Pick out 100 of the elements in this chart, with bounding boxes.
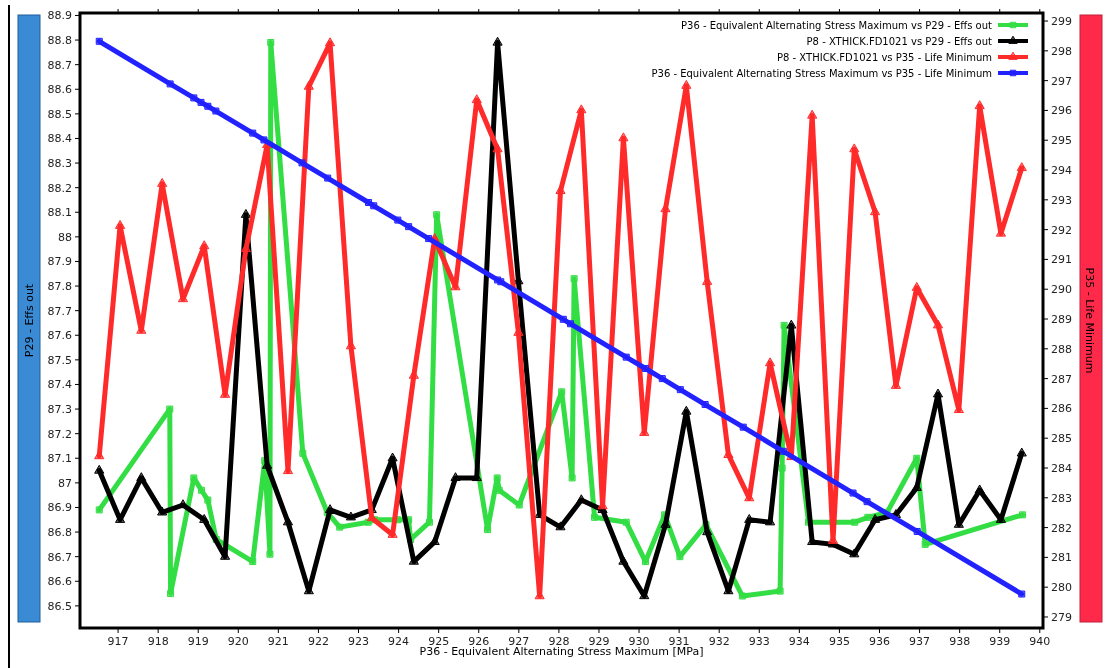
y2-axis-title: P35 - Life Minimum (1083, 267, 1096, 374)
point (429, 536, 440, 546)
x-tick-label: 922 (307, 635, 329, 648)
point (622, 518, 630, 526)
point (701, 401, 709, 409)
y2-tick-label: 284 (1051, 461, 1072, 475)
point (738, 592, 746, 600)
point (204, 102, 212, 110)
point (394, 216, 402, 224)
y2-tick-label: 282 (1051, 521, 1072, 535)
x-tick-label: 931 (668, 635, 690, 648)
point (863, 498, 871, 506)
point (370, 202, 378, 210)
point (568, 474, 576, 482)
point (364, 518, 372, 526)
point (1016, 447, 1027, 457)
y2-tick-label: 292 (1051, 223, 1072, 237)
y-tick-label: 88.8 (47, 34, 72, 48)
point (591, 513, 599, 521)
point (425, 235, 433, 243)
y2-tick-label: 288 (1051, 342, 1072, 356)
point (471, 94, 482, 104)
point (492, 143, 503, 153)
x-tick-label: 923 (348, 635, 370, 648)
x-tick-label: 938 (949, 635, 971, 648)
x-tick-label: 927 (508, 635, 530, 648)
point (240, 208, 251, 218)
point (199, 240, 210, 250)
y2-tick-label: 280 (1051, 581, 1072, 595)
point (303, 80, 314, 90)
point (911, 482, 922, 491)
x-tick-label: 926 (468, 635, 490, 648)
point (786, 319, 797, 329)
y-tick-label: 88.5 (47, 107, 72, 121)
point (484, 526, 492, 534)
y-tick-label: 87.7 (47, 304, 72, 318)
point (515, 501, 523, 509)
x-tick-label: 930 (628, 635, 650, 648)
point (190, 94, 198, 102)
y-tick-label: 87 (58, 476, 72, 490)
point (266, 550, 274, 558)
y2-tick-label: 281 (1051, 551, 1072, 565)
legend-label: P36 - Equivalent Alternating Stress Maximum vs P29 - Effs out (681, 20, 993, 31)
point (197, 98, 205, 106)
y-tick-label: 86.9 (47, 501, 72, 515)
point (493, 474, 501, 482)
point (864, 513, 872, 521)
point (778, 464, 786, 472)
y2-tick-label: 289 (1051, 313, 1072, 327)
point (282, 516, 294, 526)
point (94, 464, 105, 474)
y-axis-title: P29 - Effs out (23, 283, 36, 358)
point (450, 472, 461, 482)
point (197, 486, 205, 494)
x-tick-label: 937 (909, 635, 931, 648)
x-tick-label: 929 (588, 635, 610, 648)
point (559, 315, 567, 323)
point (870, 206, 881, 216)
y-tick-label: 88.3 (47, 157, 72, 171)
y-tick-label: 86.6 (47, 575, 72, 589)
point (932, 388, 944, 398)
point (780, 321, 788, 329)
x-tick-label: 933 (748, 635, 770, 648)
y2-tick-label: 299 (1051, 15, 1072, 29)
point (336, 523, 344, 531)
point (299, 449, 307, 457)
x-tick-label: 932 (708, 635, 730, 648)
point (807, 109, 818, 119)
point (298, 159, 306, 167)
point (681, 405, 692, 415)
point (870, 514, 881, 523)
point (260, 136, 268, 144)
point (136, 472, 147, 482)
point (618, 132, 629, 142)
y-tick-label: 86.8 (47, 526, 72, 540)
point (849, 489, 857, 497)
x-axis-title: P36 - Equivalent Alternating Stress Maximum [MPa] (419, 645, 704, 658)
point (324, 174, 332, 182)
point (744, 514, 755, 523)
point (555, 521, 566, 531)
point (576, 104, 587, 114)
y-tick-label: 86.5 (47, 599, 72, 613)
point (166, 80, 174, 88)
point (974, 484, 985, 494)
point (166, 405, 174, 413)
y-tick-label: 88.2 (47, 181, 72, 195)
point (622, 353, 630, 361)
y2-tick-label: 286 (1051, 402, 1072, 416)
point (190, 474, 198, 482)
point (199, 514, 210, 523)
x-tick-label: 920 (227, 635, 249, 648)
y-tick-label: 88 (58, 230, 72, 244)
y-tick-label: 87.9 (47, 255, 72, 269)
point (739, 423, 747, 431)
x-tick-label: 921 (267, 635, 289, 648)
point (913, 527, 921, 535)
y-tick-label: 87.2 (47, 427, 72, 441)
y2-tick-label: 296 (1051, 104, 1072, 118)
point (387, 452, 398, 462)
y-tick-label: 88.9 (47, 9, 72, 23)
